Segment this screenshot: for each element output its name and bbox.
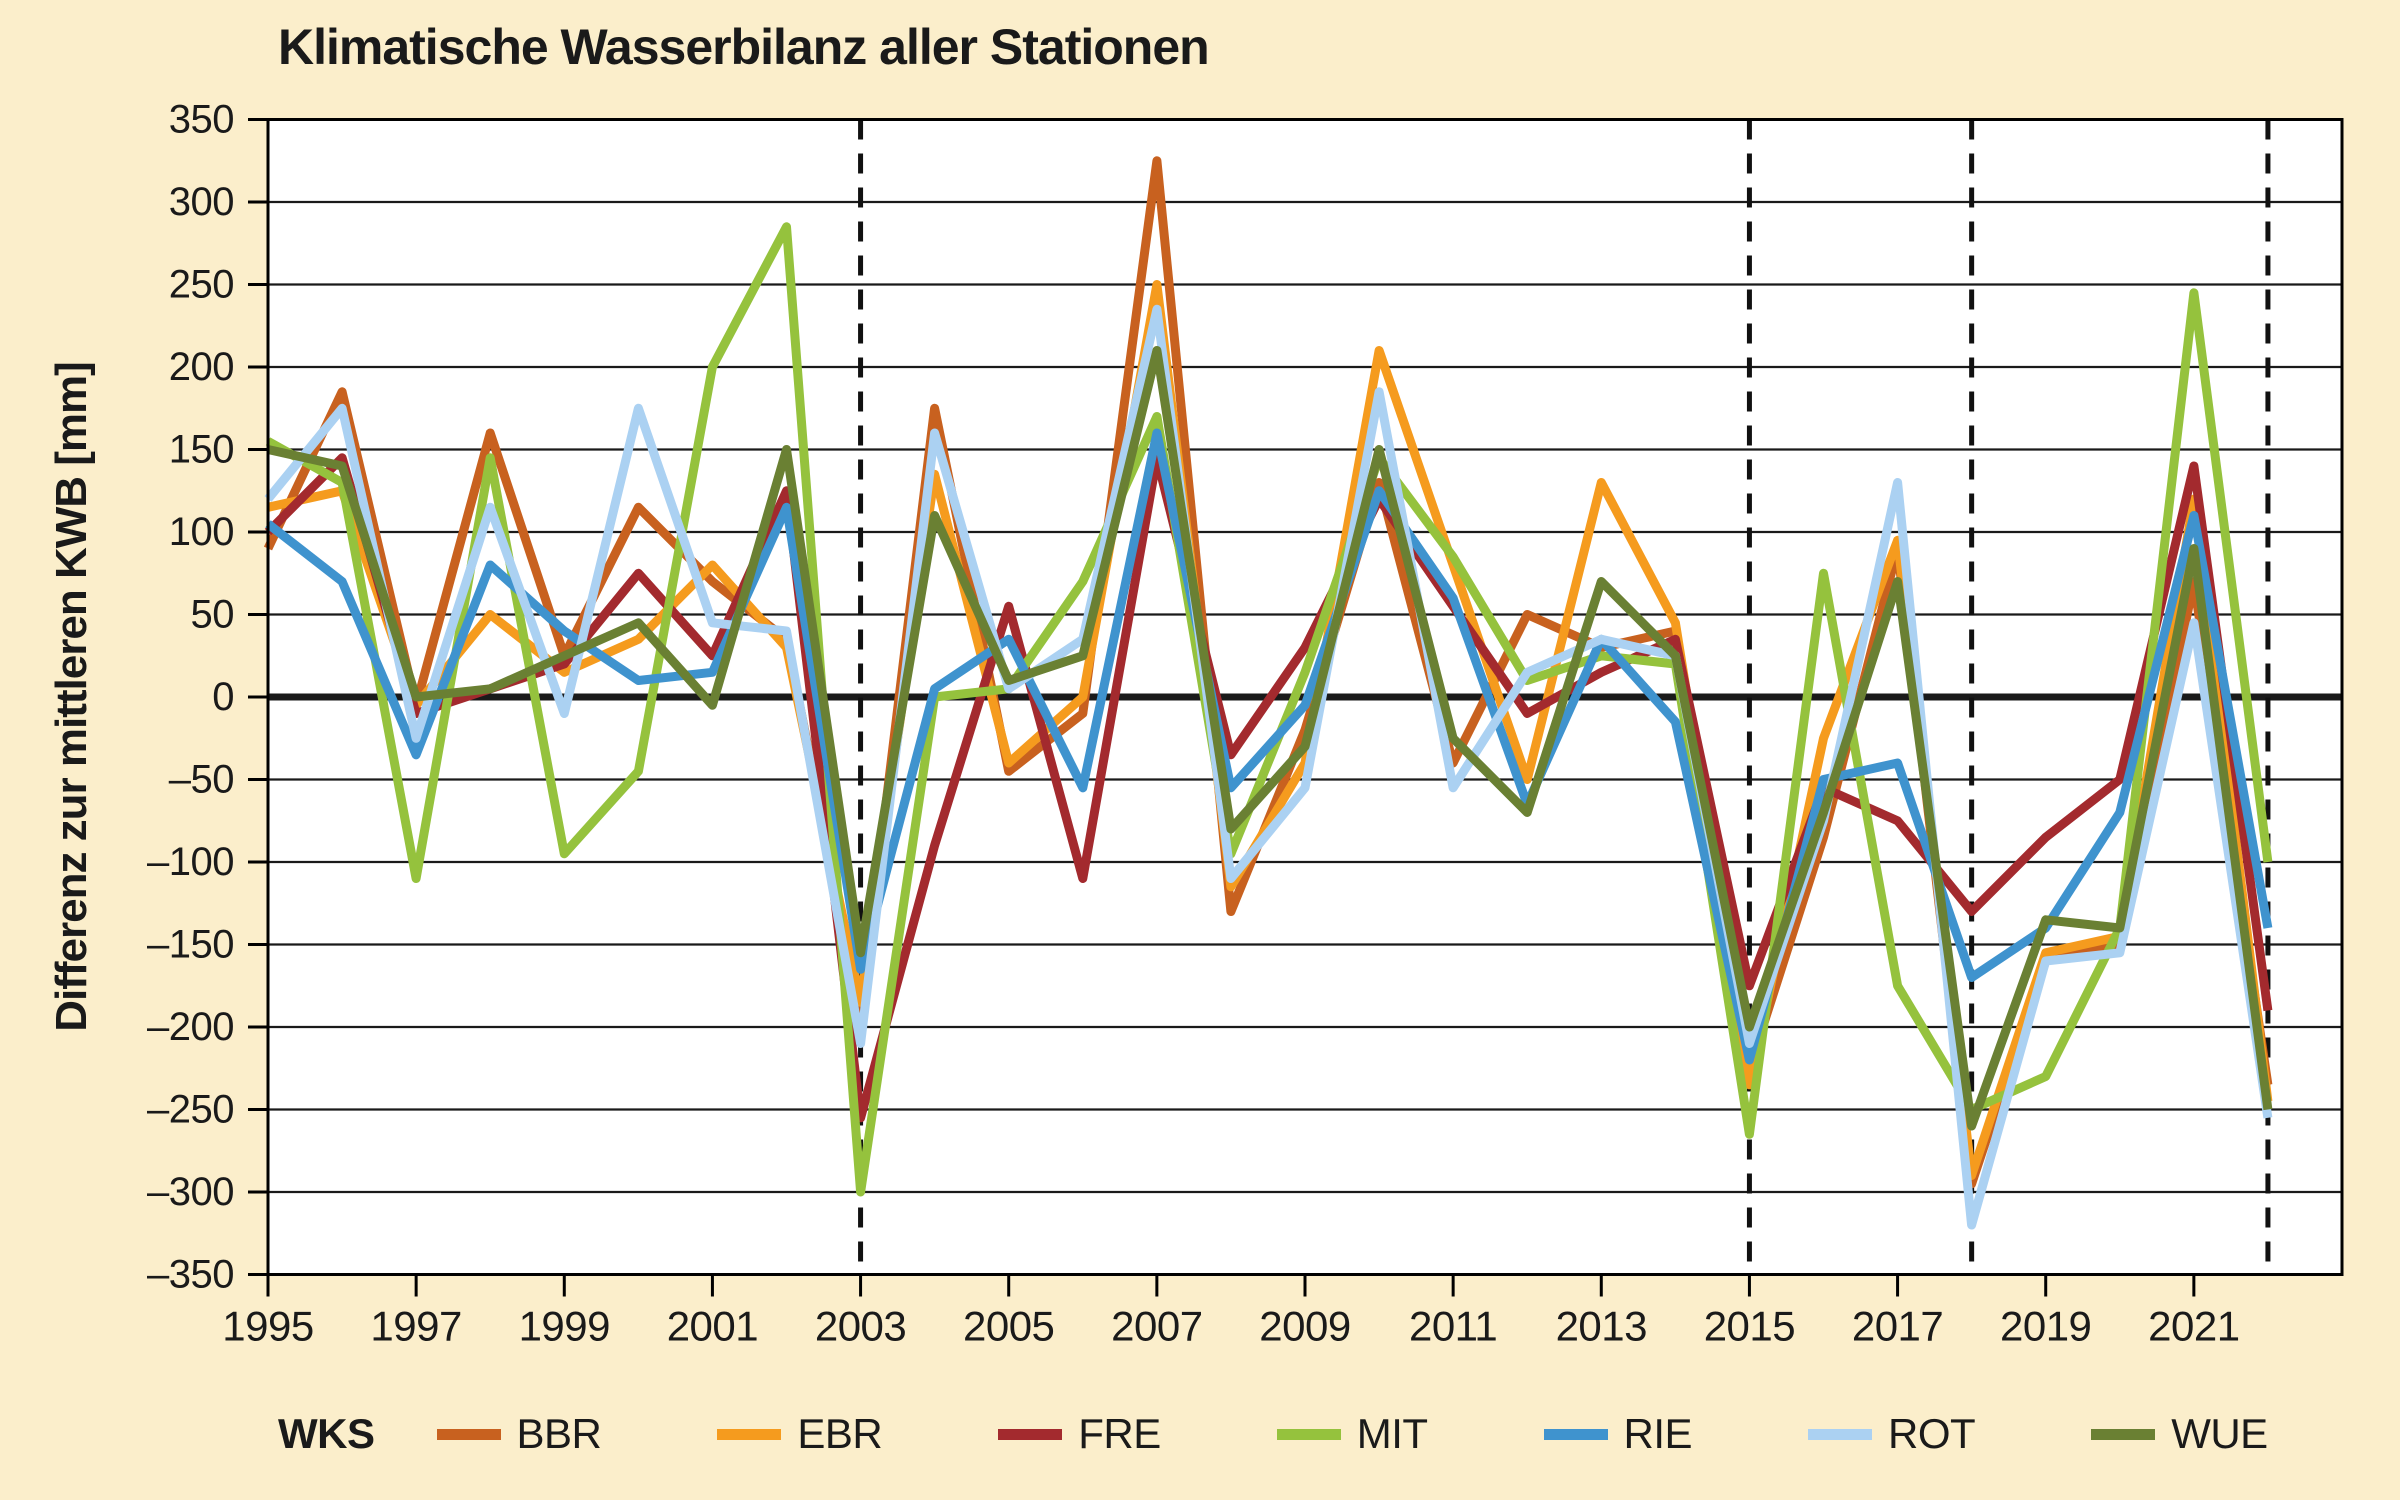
x-tick-label: 2001 [667, 1303, 758, 1350]
legend-label-BBR: BBR [516, 1410, 602, 1457]
x-tick-label: 1995 [222, 1303, 313, 1350]
x-tick-label: 2005 [963, 1303, 1054, 1350]
legend-item-RIE: RIE [1543, 1410, 1693, 1458]
x-tick-label: 2003 [815, 1303, 906, 1350]
legend-item-WUE: WUE [2091, 1410, 2268, 1458]
x-tick-label: 2019 [2000, 1303, 2091, 1350]
chart-title: Klimatische Wasserbilanz aller Stationen [278, 19, 1210, 75]
legend-label-EBR: EBR [797, 1410, 883, 1457]
legend-label-WUE: WUE [2171, 1410, 2268, 1457]
x-tick-label: 1999 [519, 1303, 610, 1350]
legend-label-FRE: FRE [1078, 1410, 1161, 1457]
legend: WKS BBR EBR FRE MIT RIE ROT WUE [278, 1410, 2384, 1458]
x-tick-label: 2017 [1852, 1303, 1943, 1350]
legend-items: BBR EBR FRE MIT RIE ROT WUE [436, 1410, 2384, 1458]
y-tick-label: 150 [169, 428, 234, 472]
x-tick-label: 2009 [1259, 1303, 1350, 1350]
y-tick-label: 300 [169, 180, 234, 224]
x-tick-label: 2021 [2148, 1303, 2239, 1350]
series-line-MIT [265, 222, 2273, 1197]
y-tick-label: 200 [169, 345, 234, 389]
legend-item-BBR: BBR [436, 1410, 602, 1458]
y-tick-label: 250 [169, 263, 234, 307]
series-line-WUE [267, 346, 2273, 1131]
legend-item-ROT: ROT [1808, 1410, 1976, 1458]
y-tick-label: 350 [169, 98, 234, 142]
legend-swatch-BBR [436, 1428, 501, 1440]
y-tick-label: 50 [191, 593, 235, 637]
legend-label-ROT: ROT [1888, 1410, 1976, 1457]
legend-item-EBR: EBR [717, 1410, 883, 1458]
legend-item-FRE: FRE [998, 1410, 1161, 1458]
legend-item-MIT: MIT [1276, 1410, 1428, 1458]
y-tick-label: –250 [147, 1088, 234, 1132]
y-tick-label: 0 [212, 675, 234, 719]
legend-title: WKS [278, 1410, 375, 1457]
x-tick-label: 2007 [1111, 1303, 1202, 1350]
y-tick-label: –200 [147, 1005, 234, 1049]
y-tick-label: –150 [147, 923, 234, 967]
x-tick-label: 2015 [1704, 1303, 1795, 1350]
legend-label-RIE: RIE [1623, 1410, 1693, 1457]
legend-label-MIT: MIT [1356, 1410, 1428, 1457]
legend-swatch-ROT [1808, 1428, 1873, 1440]
y-tick-label: –300 [147, 1170, 234, 1214]
y-tick-label: –100 [147, 840, 234, 884]
y-tick-label: 100 [169, 510, 234, 554]
legend-swatch-MIT [1276, 1428, 1341, 1440]
legend-swatch-RIE [1543, 1428, 1608, 1440]
x-tick-label: 2011 [1409, 1303, 1497, 1350]
y-tick-label: –50 [169, 758, 234, 802]
x-tick-label: 2013 [1556, 1303, 1647, 1350]
legend-swatch-FRE [998, 1428, 1063, 1440]
y-tick-label: –350 [147, 1253, 234, 1297]
legend-swatch-EBR [717, 1428, 782, 1440]
legend-swatch-WUE [2091, 1428, 2156, 1440]
x-tick-label: 1997 [370, 1303, 461, 1350]
